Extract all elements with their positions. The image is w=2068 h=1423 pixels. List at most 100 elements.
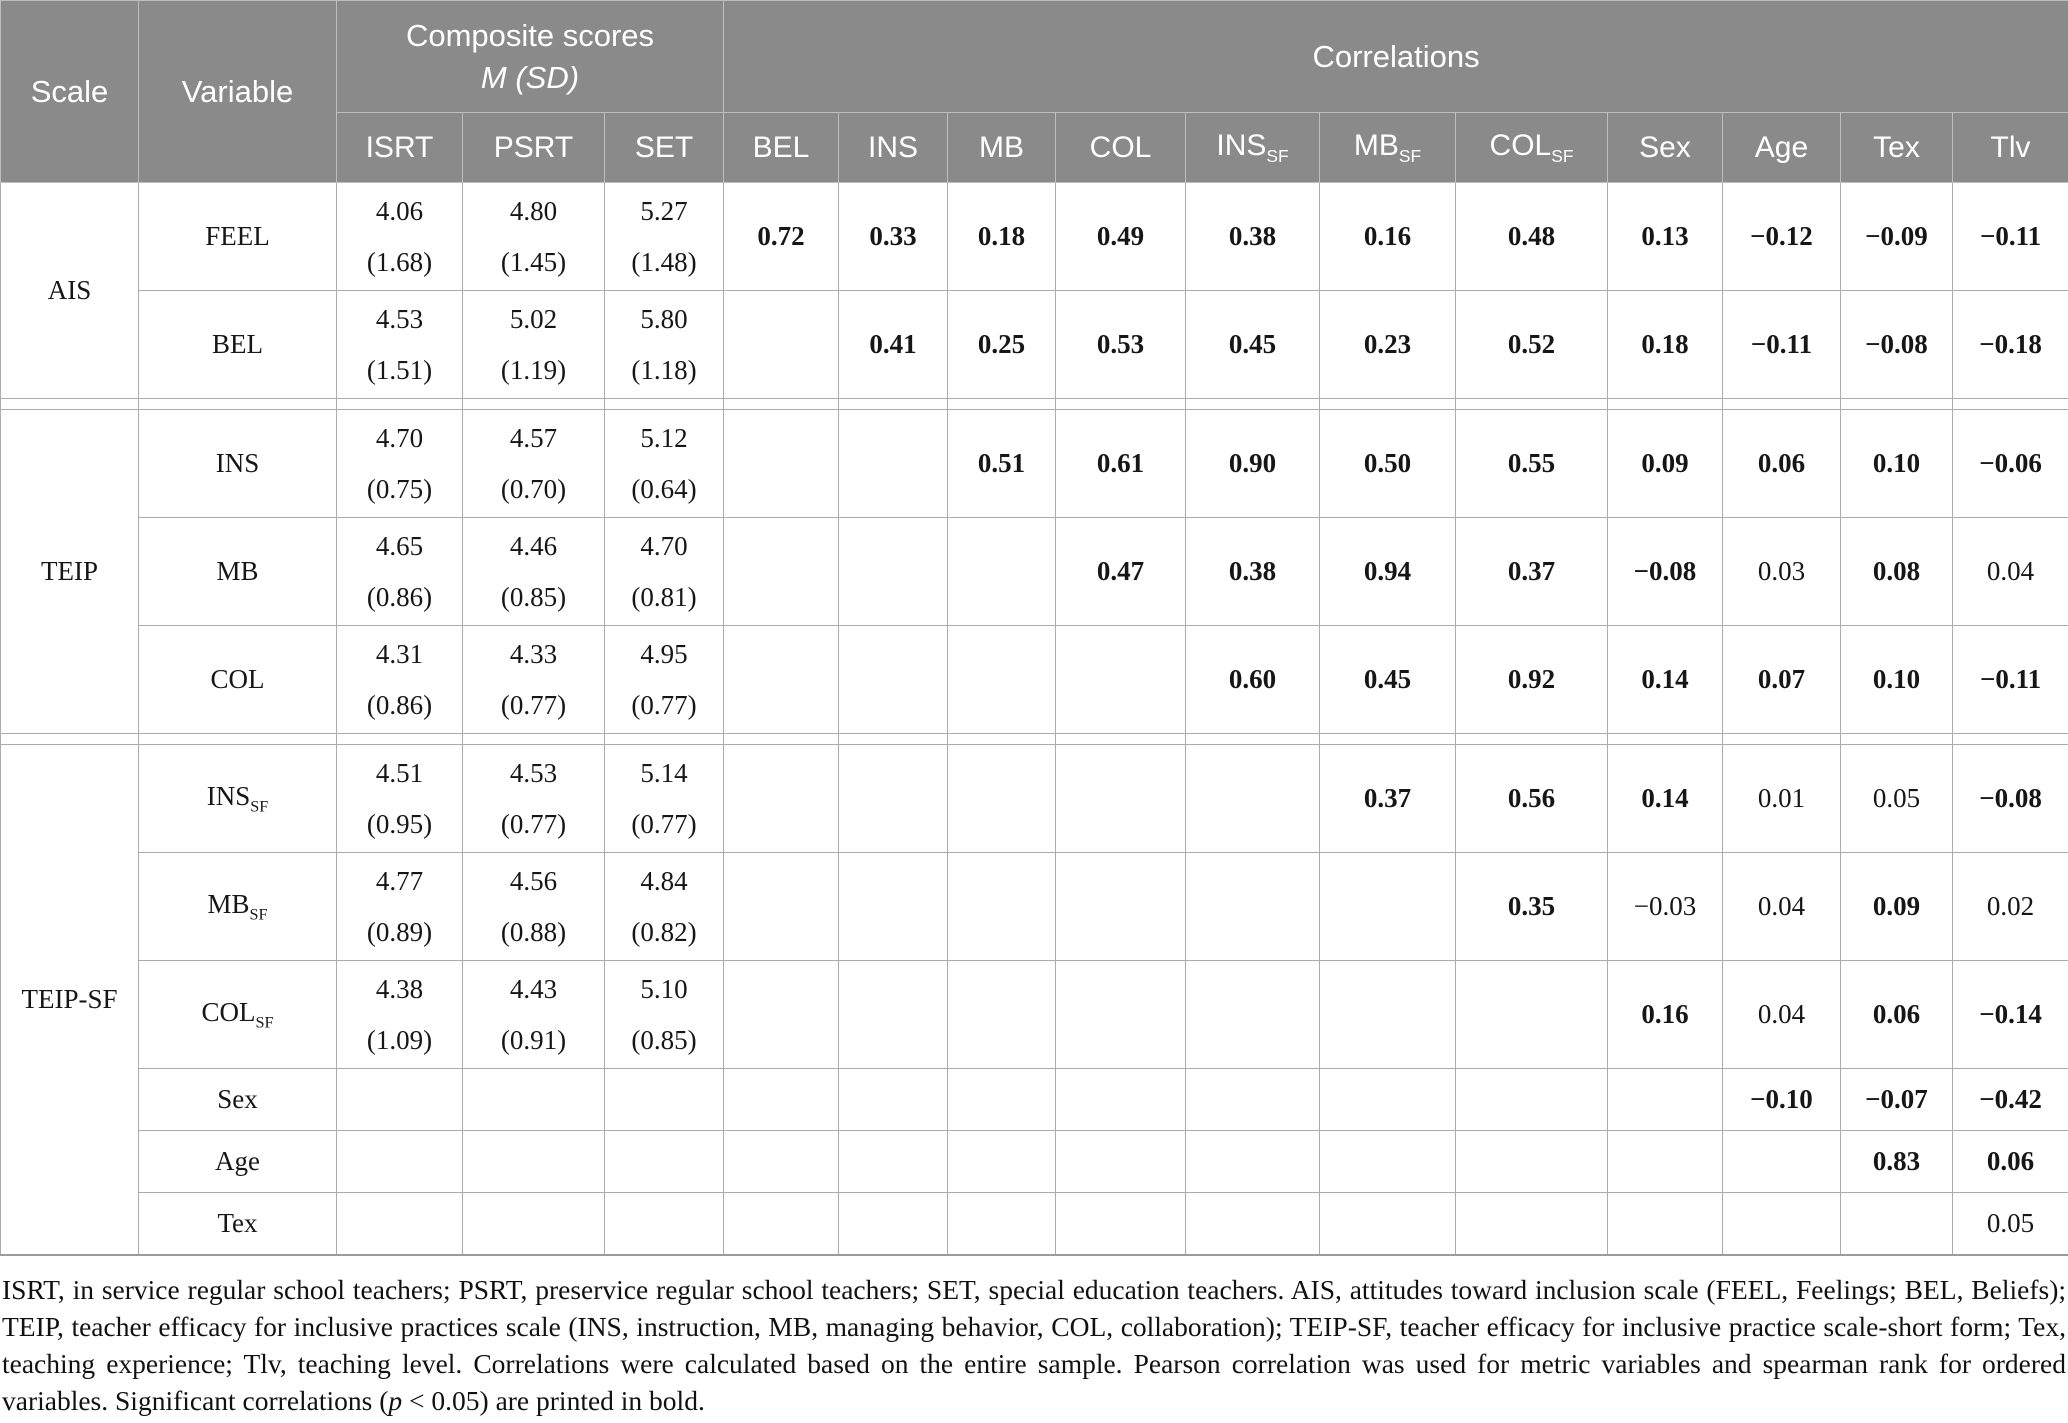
col-header-MBSF: MBSF [1319, 112, 1456, 183]
correlation-cell [1055, 744, 1186, 853]
correlation-cell: 0.72 [723, 182, 839, 291]
correlation-cell: 0.10 [1840, 625, 1953, 734]
col-group-composite-scores: Composite scores M (SD) [336, 0, 724, 113]
correlation-cell [838, 960, 948, 1069]
col-header-INS: INS [838, 112, 948, 183]
correlation-cell [1319, 1192, 1456, 1255]
correlation-cell [1455, 1192, 1608, 1255]
composite-cell: 4.84 (0.82) [604, 852, 724, 961]
composite-cell: 4.06 (1.68) [336, 182, 463, 291]
correlation-cell: 0.60 [1185, 625, 1320, 734]
correlation-cell [947, 1192, 1056, 1255]
correlation-cell: 0.02 [1951, 852, 2068, 961]
composite-cell: 5.10 (0.85) [604, 960, 724, 1069]
correlation-cell [838, 1130, 948, 1193]
correlation-cell [947, 1068, 1056, 1131]
composite-cell: 4.56 (0.88) [462, 852, 605, 961]
variable-cell-Tex: Tex [138, 1192, 337, 1255]
correlation-cell: 0.90 [1185, 409, 1320, 518]
correlation-cell [838, 625, 948, 734]
correlation-cell: 0.83 [1840, 1130, 1953, 1193]
variable-cell-COLSF: COLSF [138, 960, 337, 1069]
col-header-variable: Variable [138, 0, 337, 183]
composite-cell: 4.31 (0.86) [336, 625, 463, 734]
correlation-cell: 0.06 [1840, 960, 1953, 1069]
correlation-cell [838, 517, 948, 626]
correlation-cell [1319, 1068, 1456, 1131]
correlation-cell [723, 1192, 839, 1255]
data-row-BEL: BEL 4.53 (1.51) 5.02 (1.19) 5.80 (1.18) 0.41 0.2… [1, 290, 2068, 399]
correlation-cell: −0.06 [1951, 409, 2068, 518]
col-header-MB: MB [947, 112, 1056, 183]
correlation-cell: 0.08 [1840, 517, 1953, 626]
correlation-cell: 0.49 [1055, 182, 1186, 291]
correlation-cell: 0.33 [838, 182, 948, 291]
composite-cell [462, 1192, 605, 1255]
composite-cell [462, 1130, 605, 1193]
correlation-cell [723, 517, 839, 626]
correlation-cell [947, 852, 1056, 961]
correlation-cell: −0.07 [1840, 1068, 1953, 1131]
composite-cell [462, 1068, 605, 1131]
correlation-cell: −0.10 [1722, 1068, 1841, 1131]
correlation-cell [1607, 1068, 1723, 1131]
correlation-cell [1055, 1192, 1186, 1255]
correlation-cell: 0.14 [1607, 744, 1723, 853]
composite-cell: 4.51 (0.95) [336, 744, 463, 853]
correlation-cell [838, 1192, 948, 1255]
correlation-cell: −0.18 [1951, 290, 2068, 399]
col-header-PSRT: PSRT [462, 112, 605, 183]
correlation-cell [1319, 1130, 1456, 1193]
correlation-cell: −0.14 [1951, 960, 2068, 1069]
composite-cell [336, 1068, 463, 1131]
correlation-cell: 0.01 [1722, 744, 1841, 853]
composite-cell: 4.43 (0.91) [462, 960, 605, 1069]
correlation-cell [947, 1130, 1056, 1193]
variable-cell-Age: Age [138, 1130, 337, 1193]
correlation-cell [1319, 960, 1456, 1069]
table-footnote: ISRT, in service regular school teachers… [0, 1256, 2068, 1419]
col-header-COLSF: COLSF [1455, 112, 1608, 183]
correlation-cell [1455, 1068, 1608, 1131]
correlation-cell: −0.09 [1840, 182, 1953, 291]
correlation-cell: 0.52 [1455, 290, 1608, 399]
col-header-scale: Scale [0, 0, 139, 183]
correlation-cell: 0.48 [1455, 182, 1608, 291]
variable-cell-INS: INS [138, 409, 337, 518]
composite-cell: 4.65 (0.86) [336, 517, 463, 626]
correlation-cell [1185, 1068, 1320, 1131]
correlation-cell [1607, 1130, 1723, 1193]
correlation-cell: −0.11 [1722, 290, 1841, 399]
correlation-cell [1055, 625, 1186, 734]
correlation-cell [723, 1130, 839, 1193]
col-header-Sex: Sex [1607, 112, 1723, 183]
composite-cell: 4.77 (0.89) [336, 852, 463, 961]
composite-cell: 5.14 (0.77) [604, 744, 724, 853]
variable-cell-INSSF: INSSF [138, 744, 337, 853]
composite-cell [604, 1068, 724, 1131]
correlation-cell [838, 744, 948, 853]
correlation-cell [1319, 852, 1456, 961]
correlation-cell [1185, 852, 1320, 961]
correlation-cell: 0.18 [947, 182, 1056, 291]
col-header-ISRT: ISRT [336, 112, 463, 183]
correlation-cell: 0.14 [1607, 625, 1723, 734]
correlation-cell: 0.23 [1319, 290, 1456, 399]
composite-cell: 4.57 (0.70) [462, 409, 605, 518]
correlation-cell [1722, 1192, 1841, 1255]
footnote-text: ISRT, in service regular school teachers… [2, 1273, 2066, 1416]
correlation-cell: 0.18 [1607, 290, 1723, 399]
variable-cell-MB: MB [138, 517, 337, 626]
data-row-Tex: Tex 0.05 [1, 1192, 2068, 1255]
scale-cell-AIS: AIS [0, 182, 139, 399]
data-row-Sex: Sex −0.10 −0.07 −0.42 [1, 1068, 2068, 1131]
correlation-cell: 0.61 [1055, 409, 1186, 518]
table-body: AIS FEEL 4.06 (1.68) 4.80 (1.45) 5.27 (1.48) 0.7… [0, 182, 2068, 1255]
col-header-BEL: BEL [723, 112, 839, 183]
variable-cell-MBSF: MBSF [138, 852, 337, 961]
correlation-cell: 0.10 [1840, 409, 1953, 518]
correlation-cell: 0.38 [1185, 182, 1320, 291]
correlation-cell: 0.03 [1722, 517, 1841, 626]
correlation-cell [1185, 1130, 1320, 1193]
composite-cell [336, 1130, 463, 1193]
